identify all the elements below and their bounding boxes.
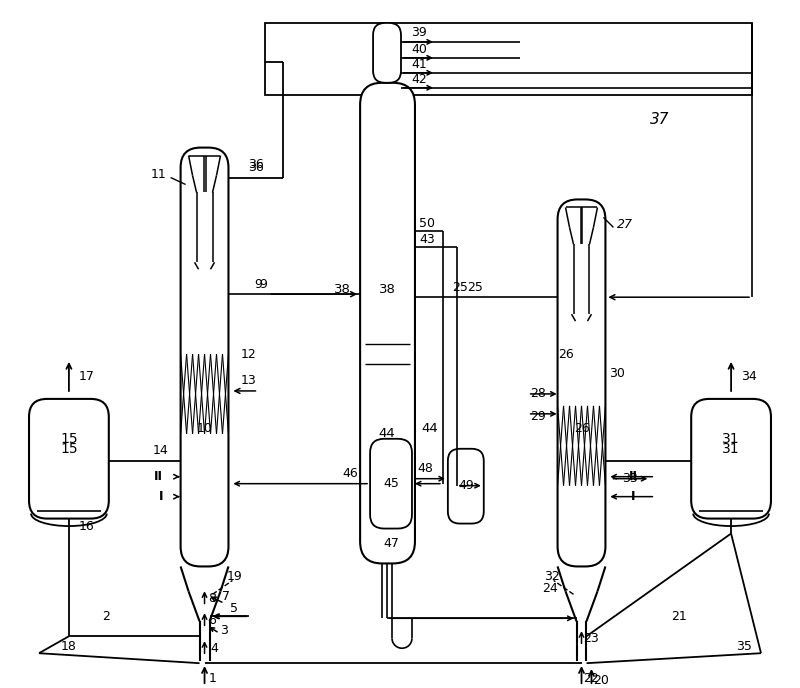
Text: 27: 27 (618, 218, 634, 231)
Text: 1: 1 (209, 671, 217, 685)
Text: 25: 25 (452, 281, 468, 294)
FancyBboxPatch shape (181, 148, 229, 566)
Text: 46: 46 (342, 467, 358, 480)
FancyBboxPatch shape (558, 200, 606, 566)
Text: 12: 12 (241, 347, 256, 361)
Text: 45: 45 (383, 477, 399, 490)
Text: 33: 33 (622, 472, 638, 485)
Text: 25: 25 (467, 281, 482, 294)
Text: 15: 15 (60, 442, 78, 455)
Text: 3: 3 (221, 624, 229, 637)
Text: 48: 48 (417, 462, 433, 475)
Text: 43: 43 (419, 233, 435, 246)
Text: I: I (158, 490, 163, 503)
Bar (266, 23, 752, 95)
Text: 10: 10 (197, 422, 213, 436)
Text: 31: 31 (722, 442, 740, 455)
Text: 16: 16 (79, 520, 94, 533)
Text: 21: 21 (671, 610, 687, 623)
Text: 44: 44 (422, 422, 438, 436)
Text: 26: 26 (574, 422, 590, 436)
Text: 30: 30 (610, 367, 626, 380)
Text: 15: 15 (60, 432, 78, 446)
Text: 7: 7 (222, 590, 230, 603)
Text: 38: 38 (334, 283, 350, 296)
Text: 20: 20 (594, 674, 610, 687)
Text: 26: 26 (558, 347, 574, 361)
Text: 5: 5 (230, 602, 238, 615)
Text: 37: 37 (650, 112, 669, 127)
Text: 2: 2 (102, 610, 110, 623)
Text: II: II (154, 470, 163, 483)
Text: 38: 38 (378, 283, 395, 296)
Text: 31: 31 (722, 432, 740, 446)
Text: 23: 23 (584, 632, 599, 645)
FancyBboxPatch shape (448, 449, 484, 524)
Text: 18: 18 (61, 640, 77, 653)
Text: 4: 4 (210, 642, 218, 655)
Text: 14: 14 (153, 444, 169, 458)
FancyBboxPatch shape (373, 23, 401, 83)
FancyBboxPatch shape (29, 399, 109, 519)
Text: 32: 32 (544, 570, 559, 583)
Text: 39: 39 (411, 26, 427, 39)
Text: 11: 11 (150, 168, 166, 181)
Text: 13: 13 (241, 374, 256, 387)
FancyBboxPatch shape (691, 399, 771, 519)
Text: II: II (629, 470, 638, 483)
Text: 22: 22 (584, 671, 599, 685)
Text: 19: 19 (226, 570, 242, 583)
Text: 34: 34 (741, 370, 757, 383)
Text: 40: 40 (411, 43, 427, 56)
Text: 35: 35 (736, 640, 752, 653)
Text: 49: 49 (458, 479, 474, 492)
Text: 6: 6 (209, 614, 217, 627)
Text: 41: 41 (411, 58, 427, 72)
FancyBboxPatch shape (360, 83, 415, 563)
Text: 24: 24 (542, 582, 558, 595)
Text: 9: 9 (259, 278, 267, 291)
Text: 50: 50 (419, 217, 435, 230)
FancyBboxPatch shape (370, 439, 412, 528)
Text: 8: 8 (209, 592, 217, 605)
Text: 42: 42 (411, 74, 427, 86)
Text: 29: 29 (530, 410, 546, 423)
Text: 36: 36 (249, 158, 264, 171)
Text: 9: 9 (254, 278, 262, 291)
Text: 36: 36 (249, 161, 264, 174)
Text: 44: 44 (378, 427, 395, 440)
Text: 17: 17 (79, 370, 94, 383)
Text: 47: 47 (383, 537, 399, 550)
Text: 28: 28 (530, 387, 546, 400)
Text: I: I (631, 490, 636, 503)
